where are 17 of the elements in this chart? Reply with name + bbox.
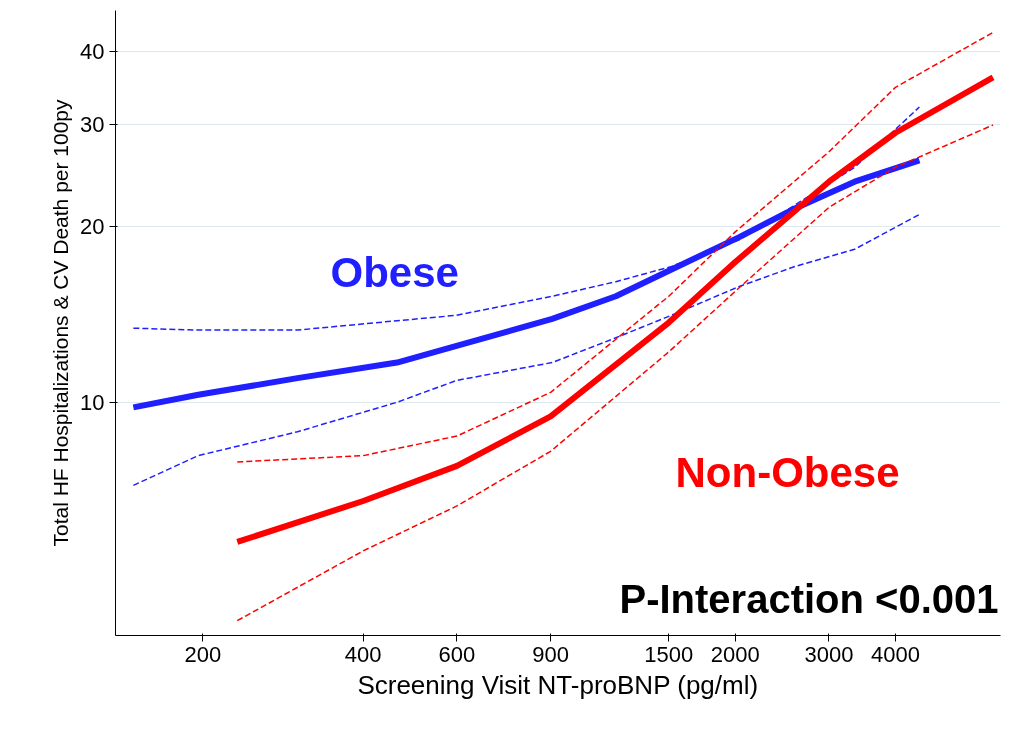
series-label: Obese bbox=[330, 248, 459, 296]
text: Non-Obese bbox=[675, 448, 900, 496]
x-tick-label: 4000 bbox=[871, 641, 920, 667]
x-tick-label: 2000 bbox=[710, 641, 760, 667]
y-tick-label: 20 bbox=[80, 214, 105, 240]
x-tick-label: 600 bbox=[438, 641, 476, 667]
x-tick-label: 900 bbox=[532, 641, 570, 667]
x-tick-label: 3000 bbox=[804, 641, 854, 667]
y-tick-label: 30 bbox=[80, 111, 105, 137]
x-tick-label: 400 bbox=[344, 641, 382, 667]
y-axis-title: Total HF Hospitalizations & CV Death per 100py bbox=[49, 98, 73, 547]
annotation: P-Interaction <0.001 bbox=[619, 576, 999, 621]
y-tick-label: 40 bbox=[80, 38, 105, 64]
x-axis-title: Screening Visit NT-proBNP (pg/ml) bbox=[357, 669, 759, 700]
x-tick-label: 200 bbox=[184, 641, 222, 667]
y-tick-label: 10 bbox=[80, 389, 105, 415]
x-tick-label: 1500 bbox=[644, 641, 694, 667]
